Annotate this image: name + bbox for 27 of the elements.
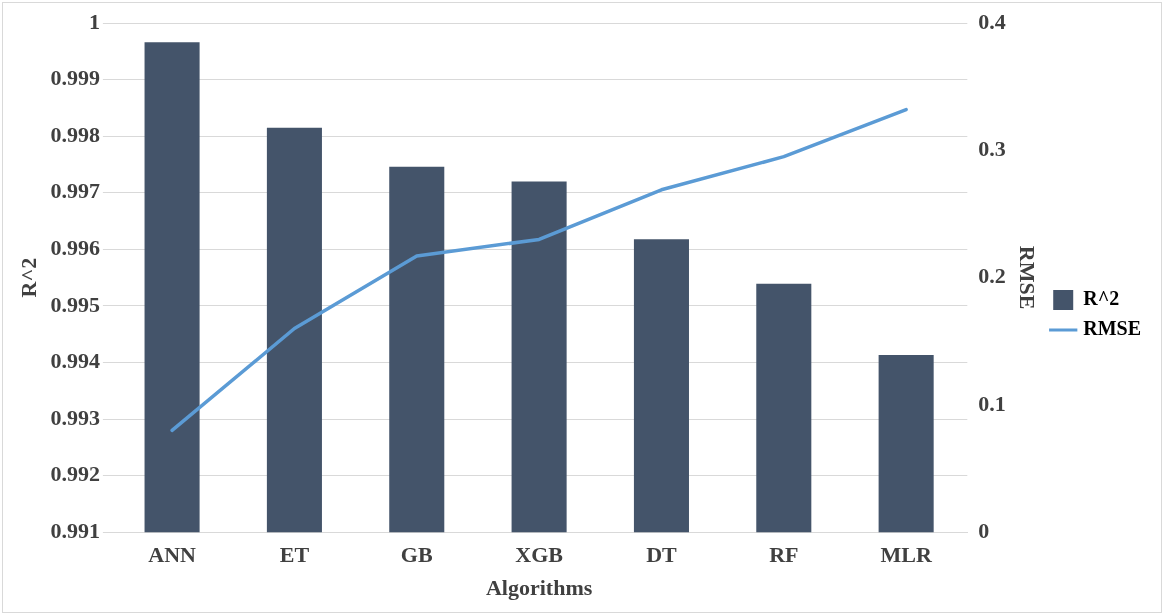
y-tick-label: 0.999 [50,65,100,91]
y2-tick-label: 0.1 [978,390,1006,416]
y-tick-label: 1 [88,8,100,34]
y-tick-label: 0.995 [50,291,100,317]
x-tick-label: XGB [515,542,564,568]
y-tick-label: 0.994 [50,348,100,374]
y2-tick-label: 0.3 [978,135,1006,161]
y-tick-label: 0.996 [50,235,100,260]
y-tick-label: 0.993 [50,404,100,430]
x-tick-label: RF [769,542,799,568]
x-tick-label: ET [279,542,310,568]
y2-tick-label: 0.2 [978,263,1006,289]
x-tick-label: ANN [148,542,197,568]
y2-tick-label: 0 [978,517,990,543]
x-axis-title: Algorithms [485,575,593,601]
x-tick-label: GB [400,542,433,568]
x-tick-label: MLR [880,542,933,568]
y2-axis-title: RMSE [1015,245,1041,310]
y-tick-label: 0.997 [50,178,100,204]
legend-label: R^2 [1083,287,1120,310]
y-tick-label: 0.992 [50,461,100,487]
y-tick-label: 0.991 [50,517,100,543]
x-tick-label: DT [646,542,678,568]
y2-tick-label: 0.4 [978,8,1006,34]
y-tick-label: 0.998 [50,121,100,147]
y-axis-title: R^2 [15,257,41,298]
legend-label: RMSE [1083,317,1142,340]
